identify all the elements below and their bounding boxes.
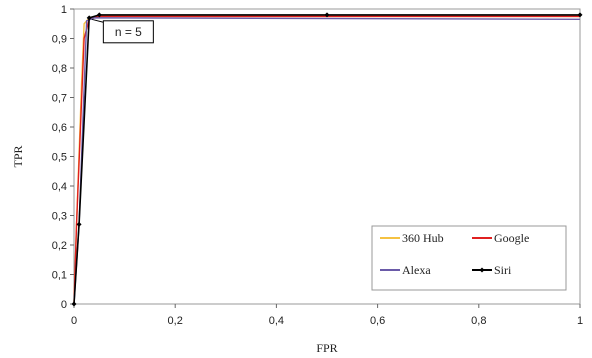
legend-item-360-hub: 360 Hub: [380, 231, 444, 245]
annotation-text: n = 5: [115, 25, 142, 39]
x-tick-label: 0,6: [370, 315, 385, 327]
y-tick-label: 0,8: [52, 63, 67, 75]
series-line: [73, 14, 580, 305]
legend-label: Alexa: [402, 263, 431, 277]
y-tick-label: 0,2: [52, 240, 67, 252]
x-tick-label: 0: [71, 315, 77, 327]
x-tick-label: 0,2: [168, 315, 183, 327]
y-tick-label: 0,3: [52, 211, 67, 223]
series-point: [76, 221, 82, 227]
y-tick-label: 0,6: [52, 122, 67, 134]
legend-marker: [479, 267, 485, 273]
series-point: [96, 12, 102, 18]
series-layer: [71, 12, 583, 307]
x-tick-label: 0,4: [269, 315, 284, 327]
y-tick-label: 1: [61, 4, 67, 16]
y-axis-title: TPR: [11, 145, 25, 167]
legend: 360 Hub Google Alexa Siri: [371, 225, 567, 291]
y-tick-label: 0: [61, 299, 67, 311]
y-tick-label: 0,1: [52, 270, 67, 282]
y-tick-label: 0,4: [52, 181, 67, 193]
legend-item-google: Google: [472, 231, 529, 245]
x-axis-title: FPR: [316, 341, 337, 355]
series-point: [577, 12, 583, 18]
series-point: [71, 301, 77, 307]
y-axis-ticks: 0 0,1 0,2 0,3 0,4 0,5 0,6 0,7 0,8 0,9 1: [52, 4, 74, 311]
x-tick-label: 1: [577, 315, 583, 327]
legend-label: 360 Hub: [402, 231, 444, 245]
annotation-leader-line: [91, 18, 104, 23]
series-siri: [71, 12, 583, 307]
legend-item-siri: Siri: [472, 263, 512, 277]
legend-label: Siri: [494, 263, 512, 277]
y-tick-label: 0,7: [52, 93, 67, 105]
y-tick-label: 0,5: [52, 152, 67, 164]
legend-label: Google: [494, 231, 529, 245]
annotation-callout: n = 5: [91, 18, 154, 44]
x-tick-label: 0,8: [471, 315, 486, 327]
y-tick-label: 0,9: [52, 34, 67, 46]
legend-box: [371, 225, 567, 291]
x-axis-ticks: 0 0,2 0,4 0,6 0,8 1: [71, 304, 583, 327]
annotation-box: [102, 20, 154, 44]
series-point: [324, 12, 330, 18]
legend-item-alexa: Alexa: [380, 263, 431, 277]
series-point: [86, 15, 92, 21]
